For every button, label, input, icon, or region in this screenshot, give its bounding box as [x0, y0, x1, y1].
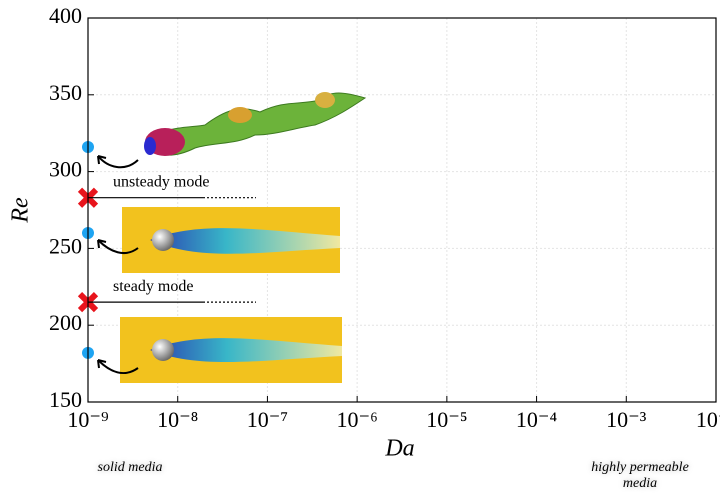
plot-frame: [87, 17, 717, 403]
arrows: [97, 155, 139, 375]
x-tick-label: 10⁻⁶: [336, 407, 377, 432]
annotation: solid media: [97, 460, 163, 475]
y-tick-label: 350: [49, 80, 82, 105]
x-tick-label: 10⁻²: [696, 407, 720, 432]
x-tick-label: 10⁻⁴: [516, 407, 558, 432]
x-tick-label: 10⁻⁹: [67, 407, 109, 432]
y-tick-label: 150: [49, 387, 82, 412]
y-axis-title: Re: [8, 197, 34, 224]
annotation: steady mode: [113, 278, 193, 295]
unsteady-wake-image: [144, 92, 367, 156]
annotation: highly permeable media: [591, 460, 689, 491]
x-axis-title: Da: [384, 436, 414, 462]
y-tick-label: 250: [49, 233, 82, 258]
steady-wake-image: [122, 207, 340, 273]
y-tick-label: 400: [49, 3, 82, 28]
x-tick-label: 10⁻⁷: [247, 407, 288, 432]
x-tick-label: 10⁻³: [606, 407, 647, 432]
y-tick-label: 200: [49, 310, 82, 335]
x-tick-label: 10⁻⁸: [157, 407, 198, 432]
y-tick-label: 300: [49, 157, 82, 182]
x-tick-label: 10⁻⁵: [426, 407, 467, 432]
annotation: unsteady mode: [113, 173, 209, 190]
steady-axisymmetric-image: [120, 317, 342, 383]
